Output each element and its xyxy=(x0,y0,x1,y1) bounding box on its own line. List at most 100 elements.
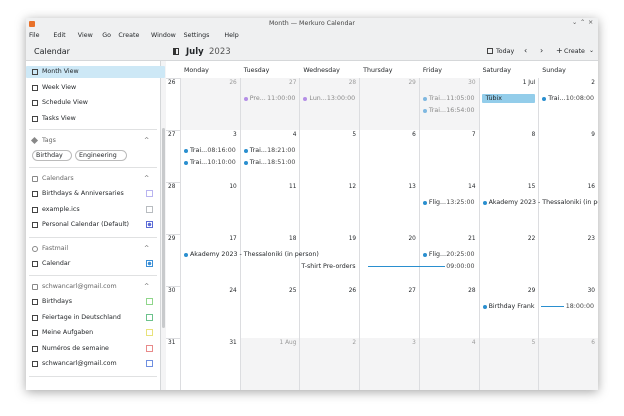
section-header[interactable]: Calendars xyxy=(42,175,74,182)
day-number: 13 xyxy=(408,184,416,190)
event-label[interactable]: Trai... xyxy=(428,107,446,114)
event-label[interactable]: Trai... xyxy=(249,147,267,154)
day-cell xyxy=(359,338,419,390)
window-button[interactable]: × xyxy=(588,19,594,26)
menu-item[interactable]: File xyxy=(29,32,40,39)
event-time: 13:00:00 xyxy=(326,95,356,102)
calendar-checkbox[interactable] xyxy=(146,329,153,336)
calendar-checkbox[interactable] xyxy=(146,259,153,267)
collapse: ^ xyxy=(144,137,150,144)
calendar-checkbox[interactable] xyxy=(146,344,153,352)
window-button[interactable]: ⌄ xyxy=(572,19,578,26)
calendar-item[interactable]: Meine Aufgaben xyxy=(42,329,94,336)
calendar-item[interactable]: example.ics xyxy=(42,205,80,213)
day-number: 25 xyxy=(289,288,297,294)
calendar-item[interactable]: Birthdays xyxy=(42,298,72,305)
event-label[interactable]: T-shirt Pre-orders xyxy=(301,263,356,270)
app-name: Calendar xyxy=(34,47,70,56)
tag-label[interactable]: Engineering xyxy=(79,152,117,159)
separator xyxy=(29,275,157,276)
section-header[interactable]: schwancarl@gmail.com xyxy=(42,283,117,290)
calendar-checkbox[interactable] xyxy=(146,221,153,228)
day-number: 2 xyxy=(352,340,357,346)
menu-item[interactable]: Help xyxy=(224,32,239,39)
day-cell xyxy=(180,338,240,390)
sidebar xyxy=(26,61,161,390)
event-label[interactable]: Trai... xyxy=(548,95,566,102)
menu-item[interactable]: Go xyxy=(102,32,111,39)
calendar-item[interactable]: Calendar xyxy=(42,259,71,267)
calendar-checkbox[interactable] xyxy=(146,360,153,367)
event-label[interactable]: Trai... xyxy=(190,159,208,166)
calendar-item[interactable]: Personal Calendar (Default) xyxy=(42,221,130,228)
menu-item[interactable]: Settings xyxy=(183,32,210,39)
day-number: 1 Jul xyxy=(522,80,536,86)
event-label[interactable]: Akademy 2023 - Thessaloniki (in person) xyxy=(190,251,319,258)
event-label[interactable]: Trai... xyxy=(190,147,208,154)
calendar-item[interactable]: Numéros de semaine xyxy=(42,344,109,352)
view-item[interactable]: Month View xyxy=(42,68,79,75)
event-dot xyxy=(243,96,248,101)
calendar-icon xyxy=(32,260,38,267)
month: July xyxy=(186,46,204,57)
day-cell xyxy=(418,78,479,130)
separator xyxy=(29,375,157,377)
calendar-item[interactable]: Feiertage in Deutschland xyxy=(42,313,121,321)
day-number: 12 xyxy=(348,184,357,190)
calendar-checkbox[interactable] xyxy=(146,190,153,197)
event-time: 18:00:00 xyxy=(565,303,594,310)
event-label[interactable]: Trai... xyxy=(428,95,446,102)
today-button[interactable]: Today xyxy=(496,47,515,55)
day-cell xyxy=(478,130,539,182)
event-dot xyxy=(243,160,248,165)
menu-item[interactable]: Create xyxy=(118,32,140,39)
tag-label[interactable]: Birthday xyxy=(36,152,63,159)
day-cell xyxy=(180,130,240,182)
day-cell xyxy=(538,78,598,130)
day-number: 26 xyxy=(348,288,357,294)
event-time: 09:00:00 xyxy=(446,263,475,270)
event-label[interactable]: Pre... xyxy=(249,95,266,102)
tag-chip[interactable] xyxy=(32,150,72,161)
section-header[interactable]: Tags xyxy=(42,137,56,144)
menu-item[interactable]: Window xyxy=(151,32,176,39)
event-label[interactable]: Birthday Frank xyxy=(488,303,535,310)
section-header[interactable]: Fastmail xyxy=(42,244,69,252)
event-label[interactable]: Lun... xyxy=(309,95,327,102)
calendar-checkbox[interactable] xyxy=(146,313,153,321)
event-bar[interactable] xyxy=(481,94,536,103)
calendar-checkbox[interactable] xyxy=(146,205,153,213)
view-item[interactable]: Tasks View xyxy=(42,114,76,122)
day-cell xyxy=(418,130,479,182)
event-label[interactable]: Flig... xyxy=(428,199,446,206)
event-label[interactable]: Tübix xyxy=(485,95,503,102)
create-button[interactable]: Create xyxy=(564,47,585,55)
calendar-checkbox[interactable] xyxy=(146,298,153,305)
day-cell xyxy=(359,130,419,182)
calendar-icon xyxy=(32,191,38,197)
menu-item[interactable]: View xyxy=(77,32,93,39)
calendar-item[interactable]: Birthdays & Anniversaries xyxy=(42,190,124,197)
calendar-item[interactable]: schwancarl@gmail.com xyxy=(42,360,117,367)
event-time: 11:05:00 xyxy=(446,95,475,102)
event-label[interactable]: Trai... xyxy=(249,159,267,166)
window-button[interactable]: ⌃ xyxy=(580,19,586,26)
next-button[interactable]: › xyxy=(540,46,544,55)
day-cell xyxy=(359,234,419,286)
day-cell xyxy=(299,130,360,182)
week-number: 31 xyxy=(168,340,176,346)
weekday: Thursday xyxy=(363,67,393,74)
event-label[interactable]: Akademy 2023 - Thessaloniki (in pers xyxy=(488,199,598,206)
view-item[interactable]: Week View xyxy=(42,83,77,91)
sidebar-toggle[interactable] xyxy=(173,48,179,55)
event-time: 10:08:00 xyxy=(565,95,594,102)
prev-button[interactable]: ‹ xyxy=(524,46,528,55)
weekday: Monday xyxy=(184,67,209,74)
day-number: 15 xyxy=(527,184,536,190)
menu-item[interactable]: Edit xyxy=(53,32,66,39)
event-line xyxy=(540,306,564,307)
event-label[interactable]: Flig... xyxy=(428,251,446,258)
view-item[interactable]: Schedule View xyxy=(42,99,88,106)
day-number: 27 xyxy=(289,80,297,86)
tag-chip[interactable] xyxy=(75,150,127,161)
